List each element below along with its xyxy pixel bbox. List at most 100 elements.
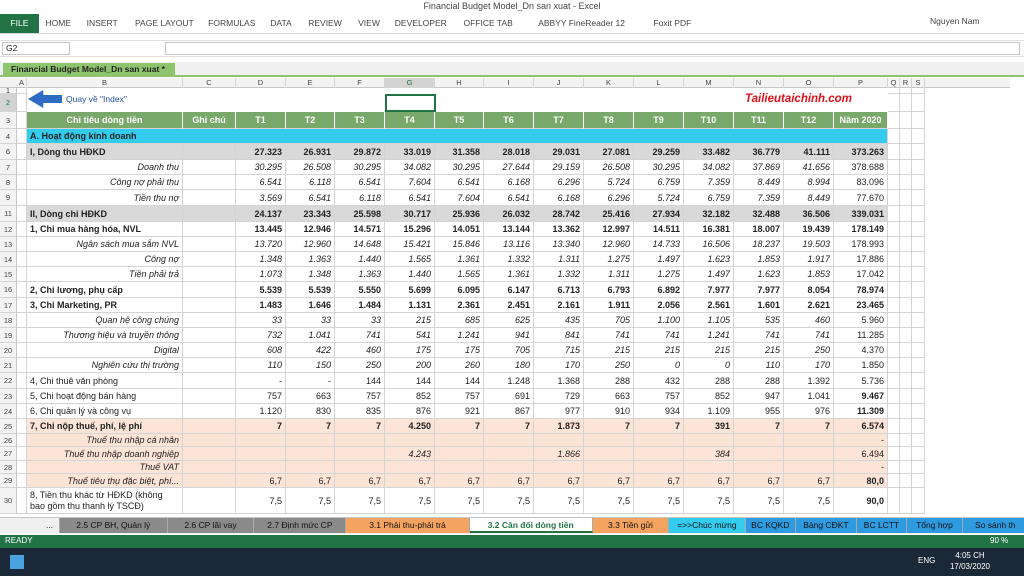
column-header[interactable]: K [584, 78, 634, 88]
value-cell: 14.733 [634, 237, 684, 252]
row-header[interactable]: 13 [0, 237, 17, 252]
sheet-tab[interactable]: 3.2 Cân đối dòng tiền [469, 518, 593, 533]
row-header[interactable]: 19 [0, 328, 17, 343]
column-header[interactable]: O [784, 78, 834, 88]
row-header[interactable]: 15 [0, 267, 17, 282]
row-header[interactable]: 27 [0, 447, 17, 461]
row-header[interactable]: 24 [0, 404, 17, 419]
row-header[interactable]: 9 [0, 190, 17, 206]
row-header[interactable]: 4 [0, 129, 17, 144]
column-header[interactable]: R [900, 78, 912, 88]
row-header[interactable]: 25 [0, 419, 17, 434]
row-header[interactable]: 1 [0, 88, 17, 94]
column-header[interactable]: D [236, 78, 286, 88]
ribbon-tab[interactable]: DATA [270, 18, 292, 28]
note-cell [183, 252, 236, 267]
ribbon-tab[interactable]: VIEW [358, 18, 380, 28]
ribbon-tab[interactable]: ABBYY FineReader 12 [538, 18, 625, 28]
cell [17, 88, 27, 94]
sheet-tab[interactable]: ... [40, 518, 60, 533]
name-box[interactable]: G2 [2, 42, 70, 55]
column-header[interactable]: F [335, 78, 385, 88]
row-header[interactable]: 11 [0, 206, 17, 222]
cell [17, 175, 27, 190]
value-cell: 15.296 [385, 222, 435, 237]
formula-input[interactable] [165, 42, 1020, 55]
column-header[interactable]: C [183, 78, 236, 88]
row-header[interactable]: 28 [0, 461, 17, 474]
sheet-tab[interactable]: BC KQKD [745, 518, 796, 533]
value-cell: 16.506 [684, 237, 734, 252]
cell [17, 252, 27, 267]
column-header[interactable]: G [385, 78, 435, 88]
workbook-tab[interactable]: Financial Budget Model_Dn san xuat * [3, 63, 175, 76]
sheet-tab[interactable]: Tổng hợp [907, 518, 963, 533]
row-header[interactable]: 7 [0, 160, 17, 175]
ribbon-tab[interactable]: HOME [45, 18, 71, 28]
column-header[interactable]: M [684, 78, 734, 88]
row-header[interactable]: 17 [0, 298, 17, 313]
row-header[interactable]: 2 [0, 94, 17, 112]
value-cell: 1.917 [784, 252, 834, 267]
value-cell: 2.161 [534, 298, 584, 313]
row-header[interactable]: 30 [0, 488, 17, 514]
value-cell: 2.361 [435, 298, 484, 313]
ribbon-tab[interactable]: FILE [0, 14, 39, 33]
row-header[interactable]: 16 [0, 282, 17, 298]
row-header[interactable]: 12 [0, 222, 17, 237]
value-cell: 215 [734, 343, 784, 358]
note-cell [183, 474, 236, 488]
ribbon-tab[interactable]: OFFICE TAB [463, 18, 513, 28]
column-header[interactable]: Q [888, 78, 900, 88]
row-header[interactable]: 26 [0, 434, 17, 447]
value-cell: 7 [484, 419, 534, 434]
sheet-tab[interactable]: 2.7 Định mức CP [254, 518, 347, 533]
ribbon-tab[interactable]: REVIEW [308, 18, 342, 28]
row-header[interactable]: 21 [0, 358, 17, 373]
row-header[interactable]: 23 [0, 389, 17, 404]
value-cell: 7,5 [385, 488, 435, 514]
row-header[interactable]: 6 [0, 144, 17, 160]
column-header[interactable]: B [27, 78, 183, 88]
sheet-tab[interactable]: =>>Chúc mừng [669, 518, 746, 533]
column-header[interactable]: L [634, 78, 684, 88]
value-cell: 830 [286, 404, 335, 419]
column-header[interactable]: H [435, 78, 484, 88]
sheet-tab[interactable]: 2.5 CP BH, Quản lý [60, 518, 168, 533]
zoom-level[interactable]: 90 % [990, 536, 1009, 545]
ribbon-tab[interactable]: FORMULAS [208, 18, 256, 28]
row-header[interactable]: 29 [0, 474, 17, 488]
ribbon-tab[interactable]: PAGE LAYOUT [135, 18, 194, 28]
column-header[interactable]: P [834, 78, 888, 88]
row-header[interactable]: 22 [0, 373, 17, 389]
sheet-tab[interactable]: So sánh th [962, 518, 1024, 533]
sheet-tab[interactable]: 3.1 Phải thu-phải trả [346, 518, 470, 533]
cell [912, 88, 925, 94]
row-header[interactable]: 3 [0, 112, 17, 129]
ribbon-tab[interactable]: INSERT [86, 18, 118, 28]
row-header[interactable]: 20 [0, 343, 17, 358]
column-header[interactable]: E [286, 78, 335, 88]
cell [888, 389, 900, 404]
column-header[interactable]: N [734, 78, 784, 88]
cell [888, 404, 900, 419]
ribbon-tab[interactable]: Foxit PDF [653, 18, 692, 28]
column-header[interactable]: I [484, 78, 534, 88]
column-header[interactable]: J [534, 78, 584, 88]
start-button[interactable] [10, 555, 24, 569]
sheet-tab[interactable]: BC LCTT [856, 518, 908, 533]
value-cell: 16.381 [684, 222, 734, 237]
back-label[interactable]: Quay về "Index" [66, 94, 127, 104]
value-cell: 7,5 [634, 488, 684, 514]
row-header[interactable]: 8 [0, 175, 17, 190]
value-cell: 741 [634, 328, 684, 343]
sheet-tab[interactable]: 2.6 CP lãi vay [167, 518, 255, 533]
row-header[interactable]: 18 [0, 313, 17, 328]
column-header[interactable]: S [912, 78, 925, 88]
sheet-tab[interactable]: Bảng CĐKT [796, 518, 857, 533]
total-cell: 339.031 [834, 206, 888, 222]
column-header[interactable]: A [17, 78, 27, 88]
row-header[interactable]: 14 [0, 252, 17, 267]
sheet-tab[interactable]: 3.3 Tiền gửi [592, 518, 670, 533]
ribbon-tab[interactable]: DEVELOPER [394, 18, 447, 28]
